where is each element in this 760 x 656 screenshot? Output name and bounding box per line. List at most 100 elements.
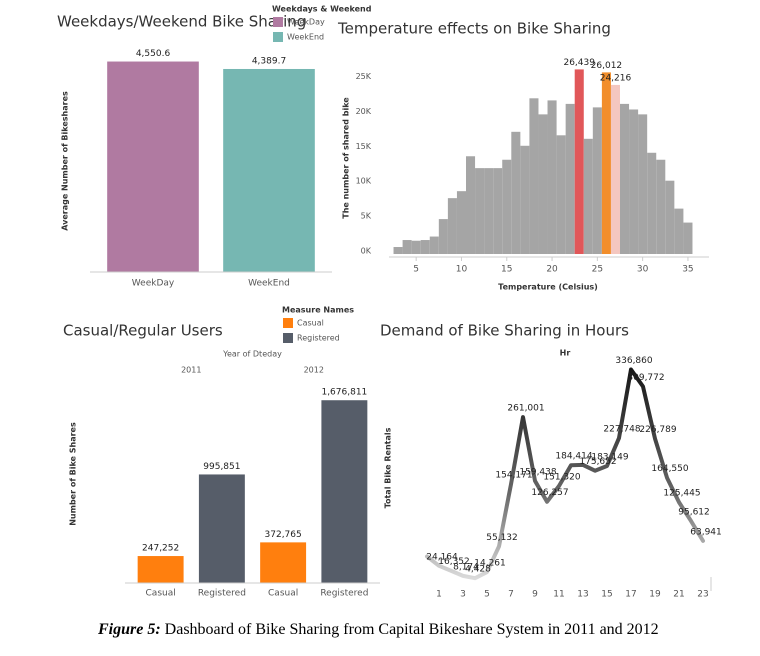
x-tick-label: 15 xyxy=(501,265,512,275)
bar xyxy=(629,109,639,254)
bar xyxy=(565,103,575,255)
x-tick-label: 13 xyxy=(577,590,588,600)
bar xyxy=(393,247,403,254)
value-label: 336,860 xyxy=(615,356,652,366)
x-tick-label: Registered xyxy=(320,589,368,599)
x-tick-label: 3 xyxy=(460,590,466,600)
x-tick-label: 35 xyxy=(682,265,693,275)
x-tick-label: 5 xyxy=(413,265,419,275)
legend-swatch xyxy=(283,333,293,343)
group-title: Year of Dteday xyxy=(222,350,282,359)
bar xyxy=(556,135,566,254)
x-tick-label: 10 xyxy=(456,265,468,275)
bar xyxy=(107,61,199,273)
x-tick-label: WeekDay xyxy=(132,279,175,289)
y-axis-label: The number of shared bike xyxy=(342,97,351,219)
value-label: 126,257 xyxy=(531,488,568,498)
bar xyxy=(683,222,693,254)
bar xyxy=(260,542,307,583)
bar xyxy=(610,84,620,255)
legend-title: Weekdays & Weekend xyxy=(272,5,372,14)
bar xyxy=(583,138,593,254)
value-label: 1,676,811 xyxy=(321,388,367,398)
group-label: 2011 xyxy=(181,366,201,375)
chart-title: Temperature effects on Bike Sharing xyxy=(337,20,611,38)
x-tick-label: WeekEnd xyxy=(248,279,290,289)
value-label: 4,389.7 xyxy=(252,56,286,66)
value-label: 175,652 xyxy=(579,457,616,467)
bar xyxy=(438,219,448,254)
x-axis-label: Temperature (Celsius) xyxy=(498,283,598,292)
y-axis-label: Number of Bike Shares xyxy=(69,422,78,526)
value-label: 309,772 xyxy=(627,373,664,383)
bar xyxy=(321,400,368,583)
legend-label: Casual xyxy=(297,319,324,328)
x-tick-label: 20 xyxy=(546,265,558,275)
chart-title: Weekdays/Weekend Bike Sharing xyxy=(57,13,306,31)
x-tick-label: Casual xyxy=(268,589,298,599)
legend-label: WeekEnd xyxy=(287,33,324,42)
x-tick-label: 17 xyxy=(625,590,636,600)
value-label: 63,941 xyxy=(690,527,722,537)
line xyxy=(425,367,705,581)
x-tick-label: 23 xyxy=(697,590,708,600)
legend-swatch xyxy=(273,17,283,27)
value-label: 227,748 xyxy=(603,425,640,435)
bar xyxy=(411,240,421,254)
value-label: 14,261 xyxy=(474,559,506,569)
group-label: 2012 xyxy=(304,366,324,375)
value-label: 164,550 xyxy=(651,464,688,474)
legend-title: Measure Names xyxy=(282,306,354,315)
x-tick-label: 19 xyxy=(649,590,661,600)
bar xyxy=(647,152,657,254)
value-label: 95,612 xyxy=(678,507,710,517)
bar xyxy=(574,69,584,254)
value-label: 372,765 xyxy=(265,530,302,540)
x-tick-label: 15 xyxy=(601,590,612,600)
value-label: 4,550.6 xyxy=(136,49,171,59)
legend-swatch xyxy=(283,318,293,328)
y-tick-label: 20K xyxy=(356,107,372,116)
x-tick-label: 1 xyxy=(436,590,442,600)
bar xyxy=(520,145,530,254)
value-label: 24,216 xyxy=(600,73,632,83)
x-tick-label: Casual xyxy=(146,589,176,599)
value-label: 55,132 xyxy=(486,533,518,543)
bar xyxy=(592,107,602,254)
legend-label: WeekDay xyxy=(287,18,325,27)
bar xyxy=(511,131,521,254)
bar xyxy=(638,114,648,254)
bar xyxy=(665,180,675,254)
x-tick-label: 11 xyxy=(553,590,564,600)
x-tick-label: 21 xyxy=(673,590,684,600)
bar xyxy=(198,474,245,583)
bar xyxy=(223,68,315,272)
value-label: 183,149 xyxy=(591,453,628,463)
chart-title: Casual/Regular Users xyxy=(63,322,223,340)
y-tick-label: 25K xyxy=(356,72,372,81)
caption-label: Figure 5: xyxy=(97,621,161,638)
chart-title: Demand of Bike Sharing in Hours xyxy=(380,322,629,340)
value-label: 125,445 xyxy=(663,489,700,499)
value-label: 159,438 xyxy=(519,467,556,477)
caption: Figure 5: Dashboard of Bike Sharing from… xyxy=(97,621,659,638)
bar xyxy=(547,100,557,255)
value-label: 24,164 xyxy=(426,552,458,562)
bar xyxy=(475,168,485,254)
y-tick-label: 0K xyxy=(361,247,372,256)
y-tick-label: 5K xyxy=(361,212,372,221)
bar xyxy=(674,208,684,254)
value-label: 4,428 xyxy=(465,565,491,575)
caption-text: Dashboard of Bike Sharing from Capital B… xyxy=(161,621,659,638)
x-tick-label: 30 xyxy=(637,265,649,275)
x-tick-label: 7 xyxy=(508,590,514,600)
bar xyxy=(493,168,503,254)
legend-swatch xyxy=(273,32,283,42)
bar xyxy=(502,159,512,254)
bar xyxy=(484,168,494,254)
bar xyxy=(529,98,539,255)
y-tick-label: 10K xyxy=(356,177,372,186)
y-tick-label: 15K xyxy=(356,142,372,151)
x-tick-label: Registered xyxy=(198,589,246,599)
